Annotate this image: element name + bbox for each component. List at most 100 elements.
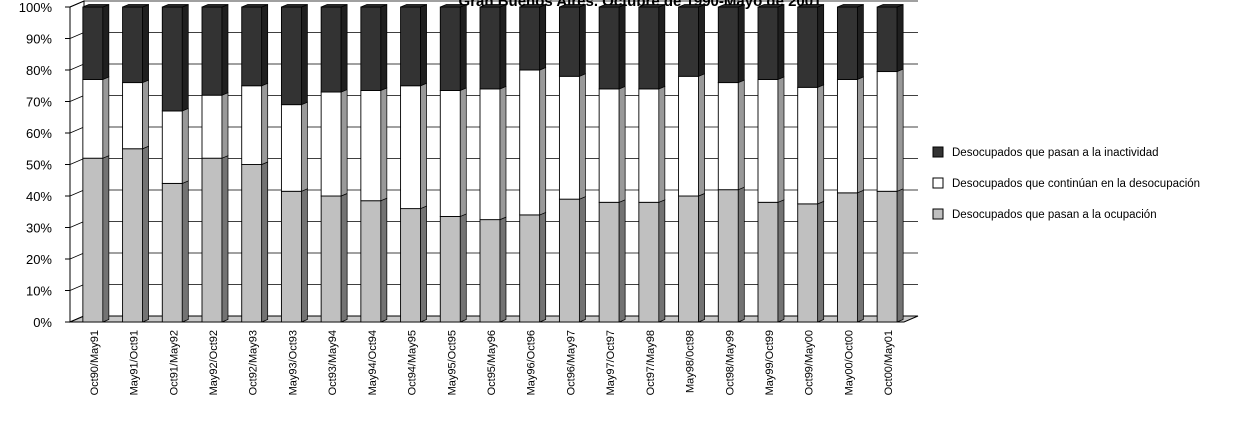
bar-segment-side <box>857 3 864 80</box>
bar-segment-side <box>181 107 189 184</box>
bar-segment <box>598 6 620 90</box>
bar-segment <box>836 78 858 194</box>
bar-segment <box>558 6 580 77</box>
bar-segment <box>479 219 501 323</box>
bar-group <box>876 3 904 323</box>
bar-group <box>558 3 586 323</box>
bar-segment-side <box>579 3 586 77</box>
bar-segment <box>439 90 461 217</box>
bar-segment-side <box>102 3 110 80</box>
bar-segment-side <box>737 79 745 191</box>
bar-segment-side <box>737 186 745 323</box>
bar-segment <box>201 6 223 96</box>
bar-segment <box>439 216 461 323</box>
bar-segment-side <box>777 3 785 80</box>
bar-segment <box>797 6 819 88</box>
bar-segment-side <box>301 101 308 192</box>
legend-label: Desocupados que continúan en la desocupa… <box>952 178 1200 190</box>
bar-segment <box>241 6 263 87</box>
bar-top <box>678 4 705 8</box>
bar-segment <box>757 78 779 203</box>
bar-segment <box>717 189 739 323</box>
bar-segment-side <box>499 85 507 221</box>
bar-segment-side <box>102 76 110 159</box>
bar-segment-side <box>142 79 149 150</box>
bar-segment <box>241 85 263 165</box>
bar-segment <box>241 164 263 323</box>
bar-segment <box>161 182 183 323</box>
bar-segment <box>678 195 700 323</box>
y-tick-label: 10% <box>26 284 52 299</box>
x-tick-label: Oct94/May95 <box>407 330 419 395</box>
bar-segment-side <box>102 155 110 323</box>
bar-segment <box>122 6 144 84</box>
bar-segment-side <box>658 3 666 90</box>
bar-segment <box>717 6 739 84</box>
x-tick-label: May92/Oct92 <box>208 330 220 395</box>
bar-top <box>281 4 308 8</box>
chart-title: Gran Buenos Aires. Octubre de 1990-Mayo … <box>459 0 822 10</box>
bar-segment <box>479 6 501 90</box>
bar-segment-side <box>340 89 348 197</box>
x-tick-label: Oct91/May92 <box>168 330 180 395</box>
bar-segment <box>439 6 461 91</box>
bar-segment-side <box>539 3 547 71</box>
bar-top <box>400 4 427 8</box>
legend: Desocupados que pasan a la inactividad De… <box>932 146 1200 221</box>
y-tick-label: 40% <box>26 189 52 204</box>
x-tick-label: May97/Oct97 <box>605 330 617 395</box>
bar-segment-side <box>896 3 904 73</box>
bar-segment <box>638 6 660 90</box>
x-tick-label: May93/Oct93 <box>287 330 299 395</box>
bar-group <box>638 3 666 323</box>
bar-segment <box>678 6 700 77</box>
bar-group <box>201 3 229 323</box>
x-tick-label: May96/Oct96 <box>526 330 538 395</box>
bar-segment-side <box>221 3 229 96</box>
bar-segment-side <box>261 161 269 323</box>
x-tick-label: Oct95/May96 <box>486 330 498 395</box>
gridline-diag <box>69 189 85 197</box>
x-tick-label: Oct92/May93 <box>248 330 260 395</box>
bar-segment-side <box>181 3 189 112</box>
bar-segment <box>876 6 898 73</box>
x-tick-label: Oct93/May94 <box>327 330 339 395</box>
bar-segment <box>479 88 501 221</box>
bar-group <box>320 3 348 323</box>
y-tick-label: 50% <box>26 158 52 173</box>
gridline-diag <box>69 32 85 39</box>
bar-group <box>598 3 626 323</box>
bar-segment <box>678 75 700 197</box>
bar-top <box>718 4 745 8</box>
bar-segment <box>519 214 541 323</box>
bar-group <box>360 3 388 323</box>
bar-segment-side <box>181 180 189 323</box>
bar-group <box>757 3 785 323</box>
bar-segment-side <box>380 87 388 202</box>
bar-group <box>280 3 308 323</box>
bar-segment <box>161 110 183 184</box>
bar-group <box>122 3 149 323</box>
bar-segment <box>400 85 422 210</box>
bar-segment-side <box>221 92 229 159</box>
bar-segment-side <box>380 197 388 323</box>
tick-labels: 0% 10% 20% 30% 40% 50% 60% 70% 80% 90% 100% Oct90/M… <box>19 0 895 395</box>
legend-label: Desocupados que pasan a la inactividad <box>952 147 1159 159</box>
bar-segment <box>320 195 342 323</box>
gridline-diag <box>69 95 85 102</box>
bar-segment-side <box>499 3 507 90</box>
bar-group <box>439 3 467 323</box>
bar-segment-side <box>340 192 348 323</box>
bar-segment-side <box>539 66 547 216</box>
y-tick-label: 60% <box>26 126 52 141</box>
bar-segment <box>558 75 580 200</box>
bar-segment-side <box>301 3 308 106</box>
bar-segment <box>797 86 819 205</box>
bar-segment-side <box>658 85 666 203</box>
y-tick-label: 80% <box>26 63 52 78</box>
bar-segment-side <box>896 188 904 323</box>
bar-segment <box>201 157 223 323</box>
bar-segment <box>82 78 104 159</box>
bar-top <box>757 4 785 8</box>
gridline-diag <box>69 63 85 71</box>
